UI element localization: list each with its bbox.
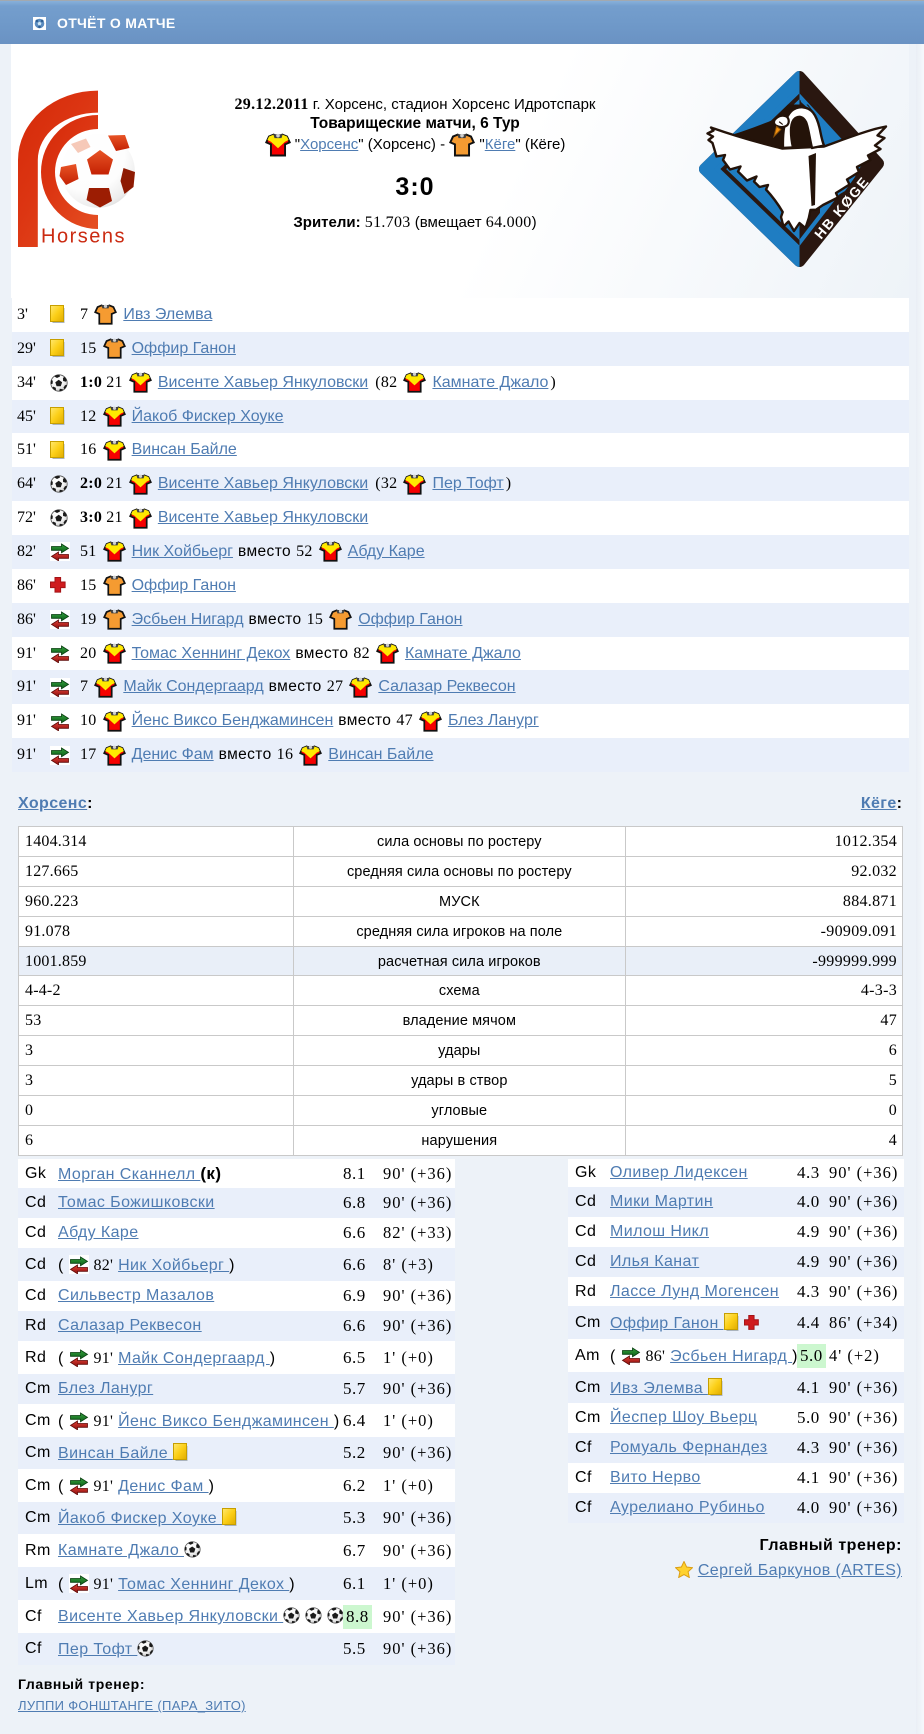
svg-text:Horsens: Horsens bbox=[41, 226, 126, 248]
